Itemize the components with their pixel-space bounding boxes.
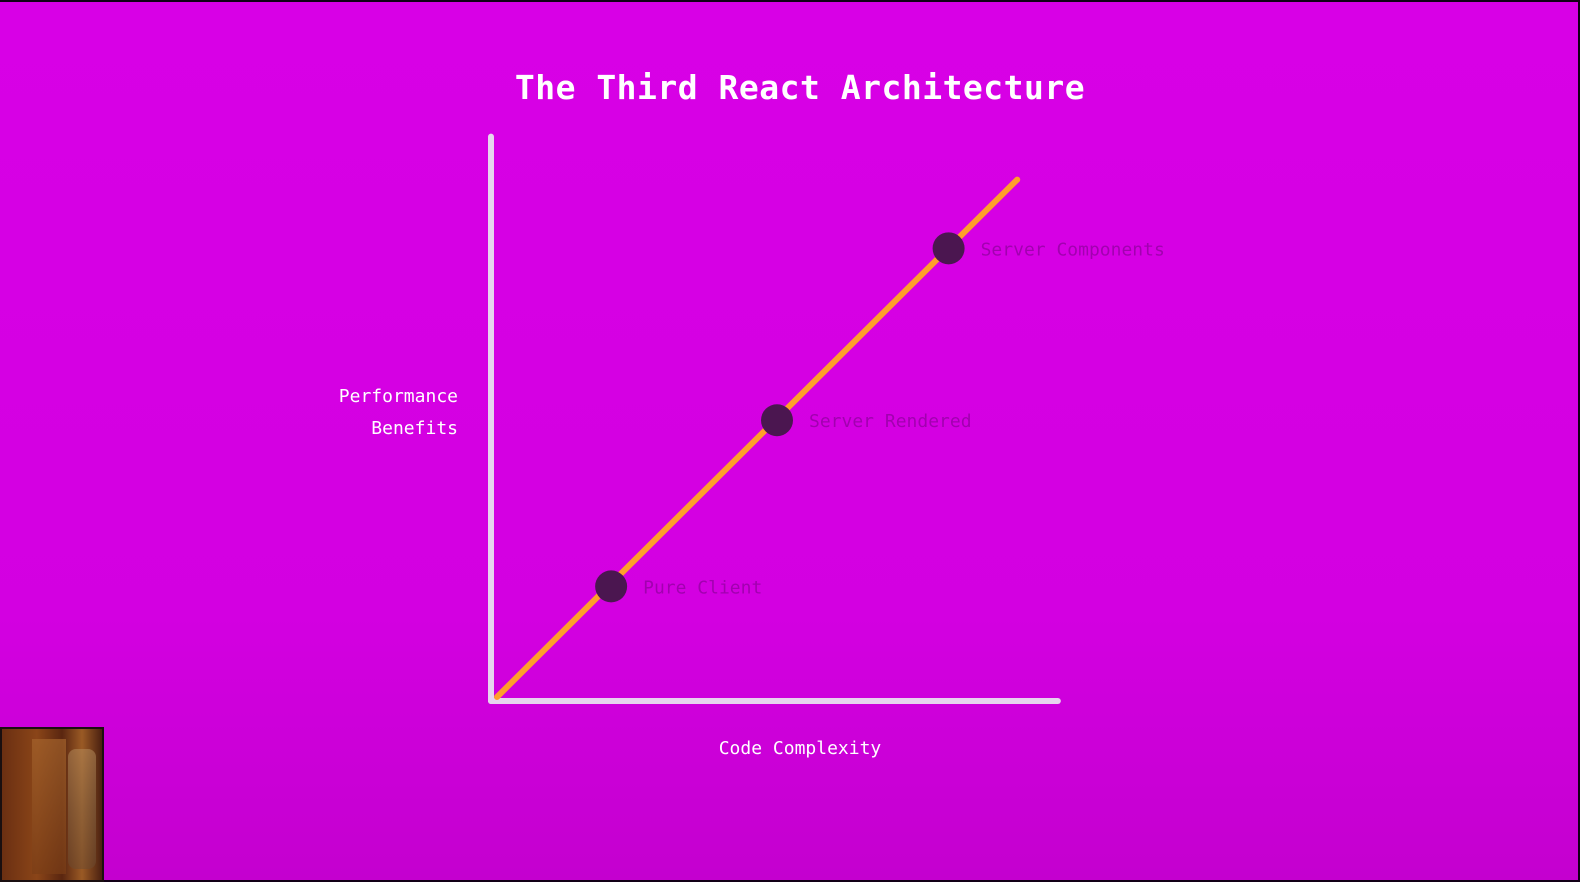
data-label-3: Server Components — [981, 239, 1165, 260]
data-point-2 — [761, 404, 793, 437]
data-label-2: Server Rendered — [809, 411, 972, 432]
x-axis-label: Code Complexity — [718, 738, 882, 759]
trend-line — [494, 176, 1021, 700]
speaker-webcam-thumbnail — [0, 727, 104, 882]
data-point-1 — [595, 570, 628, 603]
y-axis-label-line-1: Performance — [338, 386, 458, 407]
data-point-3 — [932, 232, 965, 265]
data-label-1: Pure Client — [643, 577, 762, 598]
chart-title: The Third React Architecture — [514, 68, 1086, 107]
webcam-carving — [68, 749, 96, 869]
webcam-wood-panel — [32, 739, 66, 874]
y-axis-label-line-2: Benefits — [371, 418, 458, 439]
